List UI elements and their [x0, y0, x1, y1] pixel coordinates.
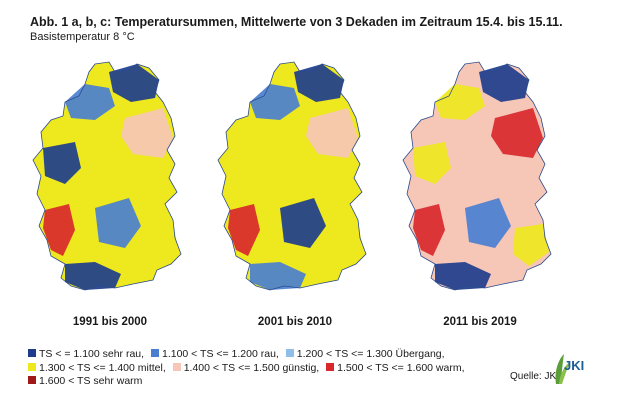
legend-swatch — [172, 362, 181, 371]
legend-swatch — [326, 362, 335, 371]
germany-map-1991-2000 — [32, 61, 182, 291]
temperature-zone — [479, 64, 529, 102]
temperature-zone — [228, 142, 266, 184]
legend-row: 1.300 < TS <= 1.400 mittel, 1.400 < TS <… — [28, 362, 498, 376]
temperature-zone — [43, 142, 81, 184]
map-label: 1991 bis 2000 — [72, 316, 148, 328]
legend-item-mittel: 1.300 < TS <= 1.400 mittel, — [28, 362, 166, 374]
legend-item-guenstig: 1.400 < TS <= 1.500 günstig, — [172, 362, 319, 374]
legend-item-rau: 1.100 < TS <= 1.200 rau, — [150, 348, 279, 360]
legend-item-sehr-warm: 1.600 < TS sehr warm — [28, 375, 142, 387]
temperature-zone — [95, 198, 141, 248]
temperature-zone — [143, 224, 179, 266]
germany-border — [402, 61, 552, 291]
source-note: Quelle: JKI — [510, 371, 559, 382]
map-panel-2001-2010: 2001 bis 2010 — [210, 58, 390, 328]
figure-title: Abb. 1 a, b, c: Temperatursummen, Mittel… — [30, 15, 563, 29]
map-label: 2011 bis 2019 — [443, 316, 517, 328]
legend-swatch — [28, 376, 36, 384]
germany-map-2001-2010 — [217, 61, 367, 291]
temperature-zone — [413, 204, 445, 256]
map-panel-2011-2019: 2011 bis 2019 — [395, 58, 575, 328]
figure-subtitle: Basistemperatur 8 °C — [30, 31, 135, 43]
legend-swatch — [28, 349, 36, 357]
temperature-zone — [121, 108, 173, 158]
temperature-zone — [65, 262, 121, 290]
temperature-zone — [43, 204, 75, 256]
jki-logo: JKI — [550, 350, 598, 386]
temperature-zone — [294, 64, 344, 102]
temperature-zone — [413, 142, 451, 184]
legend-swatch — [28, 362, 36, 371]
temperature-zone — [250, 262, 306, 290]
temperature-zone — [65, 84, 115, 120]
temperature-zone — [328, 224, 364, 266]
legend-item-sehr-rau: TS < = 1.100 sehr rau, — [28, 348, 144, 360]
temperature-zone — [228, 204, 260, 256]
leaf-icon — [555, 354, 570, 384]
legend-item-warm: 1.500 < TS <= 1.600 warm, — [326, 362, 465, 374]
germany-map-2011-2019 — [402, 61, 552, 291]
legend-swatch — [285, 349, 294, 357]
temperature-zone — [435, 262, 491, 290]
legend-row: TS < = 1.100 sehr rau, 1.100 < TS <= 1.2… — [28, 348, 498, 362]
legend-row: 1.600 < TS sehr warm — [28, 375, 498, 389]
map-panel-1991-2000: 1991 bis 2000 — [25, 58, 205, 328]
temperature-zone — [513, 224, 549, 266]
temperature-zone — [306, 108, 358, 158]
temperature-zone — [435, 84, 485, 120]
legend-item-uebergang: 1.200 < TS <= 1.300 Übergang, — [285, 348, 445, 360]
temperature-zone — [280, 198, 326, 248]
legend-swatch — [150, 349, 159, 357]
temperature-zone — [491, 108, 543, 158]
temperature-zone — [250, 84, 300, 120]
temperature-zone — [109, 64, 159, 102]
logo-text: JKI — [564, 358, 585, 373]
map-label: 2001 bis 2010 — [257, 316, 333, 328]
germany-border — [217, 61, 367, 291]
temperature-zone — [465, 198, 511, 248]
legend: TS < = 1.100 sehr rau, 1.100 < TS <= 1.2… — [28, 348, 498, 389]
germany-border — [32, 61, 182, 291]
